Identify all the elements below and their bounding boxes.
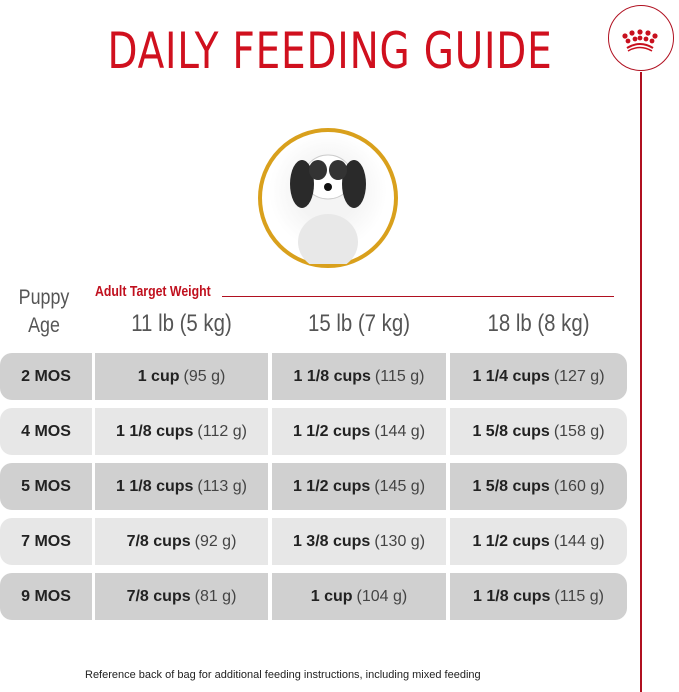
- table-row: 7 MOS 7/8 cups (92 g) 1 3/8 cups (130 g) 1 1/…: [0, 518, 627, 565]
- age-cell: 4 MOS: [0, 408, 92, 455]
- grams-amount: (115 g): [554, 587, 604, 605]
- table-row: 2 MOS 1 cup (95 g) 1 1/8 cups (115 g) 1 1/4 c…: [0, 353, 627, 400]
- grams-amount: (127 g): [553, 367, 605, 385]
- grams-amount: (95 g): [183, 367, 226, 385]
- grams-amount: (112 g): [197, 422, 247, 440]
- header-divider: [222, 296, 614, 297]
- portion-cell: 1 3/8 cups (130 g): [272, 518, 446, 565]
- grams-amount: (145 g): [374, 477, 426, 495]
- footer-note: Reference back of bag for additional fee…: [85, 669, 481, 681]
- cups-amount: 1 5/8 cups: [472, 422, 550, 440]
- crown-logo-icon: [608, 5, 674, 71]
- portion-cell: 1 1/8 cups (115 g): [272, 353, 446, 400]
- cups-amount: 1 5/8 cups: [472, 477, 550, 495]
- portion-cell: 1 cup (95 g): [95, 353, 268, 400]
- cups-amount: 1 1/8 cups: [293, 367, 371, 385]
- grams-amount: (81 g): [194, 587, 237, 605]
- grams-amount: (115 g): [374, 367, 425, 385]
- portion-cell: 1 5/8 cups (160 g): [450, 463, 627, 510]
- cups-amount: 1 1/8 cups: [473, 587, 551, 605]
- grams-amount: (130 g): [374, 532, 426, 550]
- puppy-photo: [258, 128, 398, 270]
- grams-amount: (158 g): [553, 422, 605, 440]
- portion-cell: 7/8 cups (92 g): [95, 518, 268, 565]
- cups-amount: 1 cup: [310, 587, 353, 605]
- cups-amount: 1 1/4 cups: [472, 367, 550, 385]
- adult-target-weight-label: Adult Target Weight: [95, 283, 211, 300]
- portion-cell: 1 cup (104 g): [272, 573, 446, 620]
- grams-amount: (92 g): [194, 532, 237, 550]
- grams-amount: (144 g): [553, 532, 605, 550]
- cups-amount: 1 3/8 cups: [292, 532, 371, 550]
- portion-cell: 1 1/4 cups (127 g): [450, 353, 627, 400]
- portion-cell: 1 1/8 cups (115 g): [450, 573, 627, 620]
- grams-amount: (113 g): [197, 477, 247, 495]
- cups-amount: 7/8 cups: [126, 532, 191, 550]
- portion-cell: 1 1/2 cups (144 g): [450, 518, 627, 565]
- table-row: 9 MOS 7/8 cups (81 g) 1 cup (104 g) 1 1/8 cup…: [0, 573, 627, 620]
- portion-cell: 1 1/8 cups (113 g): [95, 463, 268, 510]
- age-cell: 9 MOS: [0, 573, 92, 620]
- page-title: DAILY FEEDING GUIDE: [107, 22, 553, 80]
- cups-amount: 1 1/2 cups: [472, 532, 550, 550]
- portion-cell: 1 1/2 cups (145 g): [272, 463, 446, 510]
- portion-cell: 1 1/2 cups (144 g): [272, 408, 446, 455]
- portion-cell: 1 1/8 cups (112 g): [95, 408, 268, 455]
- cups-amount: 7/8 cups: [126, 587, 191, 605]
- age-cell: 5 MOS: [0, 463, 92, 510]
- portion-cell: 7/8 cups (81 g): [95, 573, 268, 620]
- age-label-line1: Puppy: [18, 286, 70, 309]
- age-cell: 7 MOS: [0, 518, 92, 565]
- age-cell: 2 MOS: [0, 353, 92, 400]
- cups-amount: 1 1/8 cups: [116, 422, 194, 440]
- weight-header-15lb: 15 lb (7 kg): [307, 310, 411, 337]
- grams-amount: (144 g): [374, 422, 426, 440]
- brand-divider-line: [640, 72, 642, 692]
- cups-amount: 1 1/2 cups: [292, 422, 371, 440]
- portion-cell: 1 5/8 cups (158 g): [450, 408, 627, 455]
- weight-header-11lb: 11 lb (5 kg): [131, 310, 232, 337]
- table-row: 5 MOS 1 1/8 cups (113 g) 1 1/2 cups (145 g) 1…: [0, 463, 627, 510]
- weight-header-18lb: 18 lb (8 kg): [487, 310, 590, 337]
- grams-amount: (104 g): [356, 587, 408, 605]
- cups-amount: 1 1/8 cups: [116, 477, 194, 495]
- cups-amount: 1 1/2 cups: [292, 477, 371, 495]
- cups-amount: 1 cup: [137, 367, 180, 385]
- puppy-age-header: Puppy Age: [13, 284, 74, 340]
- table-row: 4 MOS 1 1/8 cups (112 g) 1 1/2 cups (144 g) 1…: [0, 408, 627, 455]
- grams-amount: (160 g): [553, 477, 605, 495]
- age-label-line2: Age: [28, 314, 60, 337]
